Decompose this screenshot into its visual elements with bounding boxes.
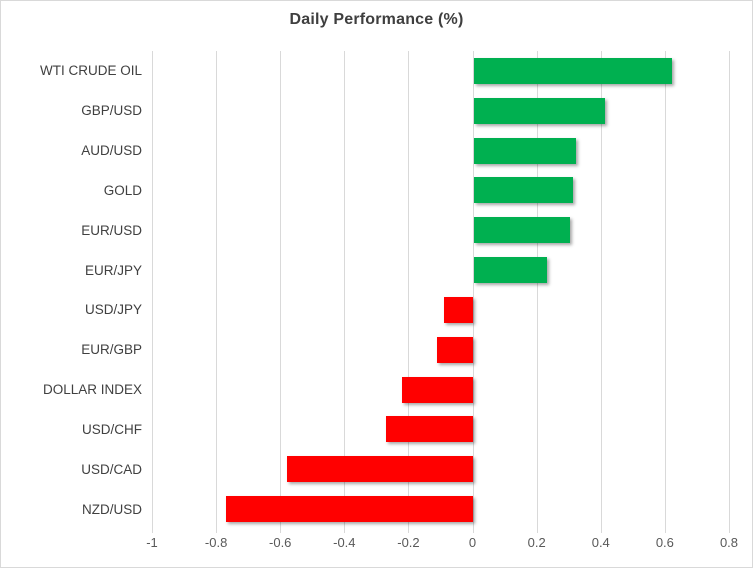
category-label: NZD/USD [82,501,142,517]
category-label: EUR/USD [81,222,142,238]
bar-gbp-usd [473,97,605,124]
category-label: EUR/GBP [81,342,142,358]
gridline [280,51,282,533]
x-tick-label: 0.2 [527,535,546,550]
gridline [216,51,218,533]
x-tick-label: 0.8 [719,535,739,550]
bar-aud-usd [473,137,577,164]
x-tick-label: -0.6 [269,535,292,550]
bar-eur-jpy [473,257,548,284]
chart-title: Daily Performance (%) [289,11,464,28]
plot-area [152,51,730,533]
gridline [600,51,602,533]
bar-wti-crude-oil [473,57,673,84]
x-tick-label: 0 [468,535,477,550]
bar-usd-chf [386,416,473,443]
x-tick-label: -1 [146,535,158,550]
bar-eur-usd [473,217,570,244]
gridline [729,51,730,533]
bar-eur-gbp [437,336,473,363]
bar-dollar-index [402,376,473,403]
gridline [408,51,410,533]
gridline [152,51,153,533]
bar-nzd-usd [225,496,473,523]
bar-usd-cad [286,456,473,483]
x-axis: -1 -0.8 -0.6 -0.4 -0.2 0 0.2 0.4 0.6 0.8 [146,535,738,555]
category-label: USD/CHF [82,421,142,437]
gridline [536,51,538,533]
category-label: AUD/USD [81,143,142,159]
category-label: GOLD [103,182,142,198]
category-axis: WTI CRUDE OIL GBP/USD AUD/USD GOLD EUR/USD EU… [1,51,142,529]
category-label: DOLLAR INDEX [42,382,142,398]
category-label: WTI CRUDE OIL [39,63,142,79]
category-label: USD/JPY [84,302,142,318]
bar-usd-jpy [443,296,473,323]
category-label: USD/CAD [81,461,142,477]
x-tick-label: 0.6 [655,535,674,550]
gridline [344,51,346,533]
category-label: GBP/USD [81,103,142,119]
x-tick-label: 0.4 [591,535,610,550]
category-label: EUR/JPY [84,262,142,278]
x-tick-label: -0.4 [333,535,356,550]
x-tick-label: -0.2 [397,535,420,550]
bar-gold [473,177,573,204]
gridline [664,51,666,533]
x-tick-label: -0.8 [204,535,228,550]
gridline [472,51,474,533]
